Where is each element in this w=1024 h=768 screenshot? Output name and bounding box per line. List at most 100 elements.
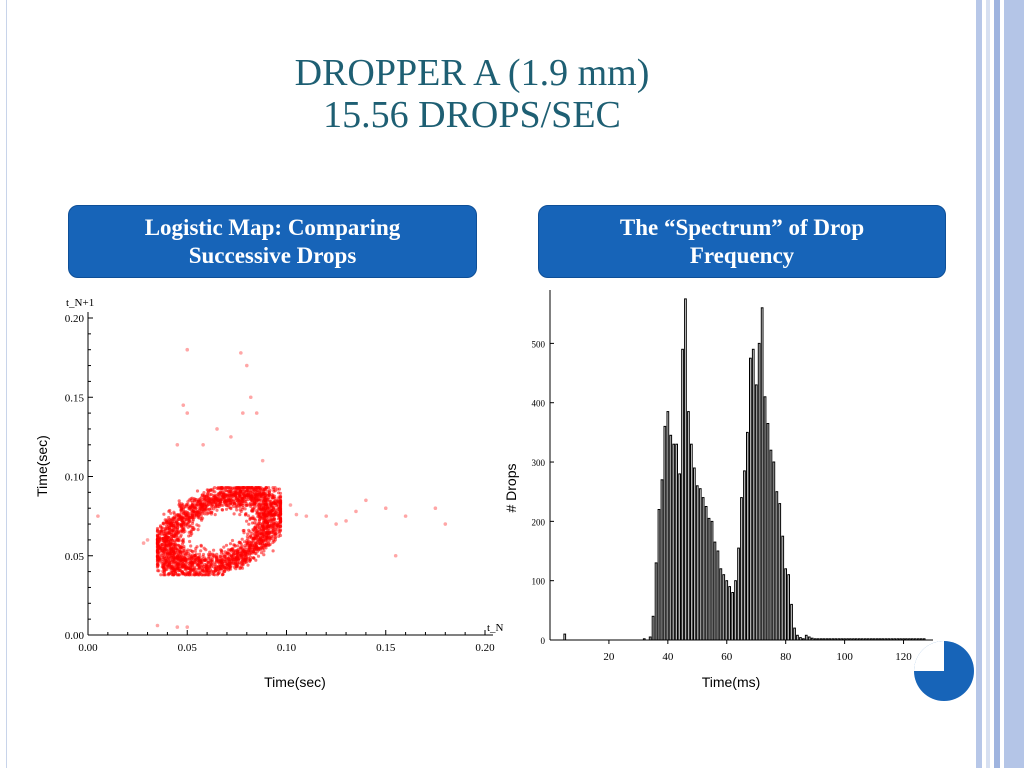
scatter-point bbox=[164, 536, 168, 540]
scatter-point bbox=[203, 507, 207, 511]
scatter-point bbox=[176, 529, 180, 533]
scatter-point bbox=[241, 529, 245, 533]
scatter-point bbox=[195, 503, 199, 507]
scatter-point bbox=[215, 508, 219, 512]
scatter-point bbox=[271, 549, 275, 553]
histogram-bar bbox=[902, 638, 905, 641]
scatter-point bbox=[273, 538, 277, 542]
scatter-point bbox=[271, 525, 275, 529]
scatter-point bbox=[233, 543, 237, 547]
right-panel-header: The “Spectrum” of Drop Frequency bbox=[538, 205, 946, 278]
scatter-point bbox=[247, 549, 251, 553]
scatter-outlier-point bbox=[175, 625, 180, 629]
scatter-point bbox=[233, 562, 237, 567]
scatter-point bbox=[219, 498, 223, 502]
scatter-point bbox=[255, 534, 259, 538]
histogram-bar bbox=[657, 509, 661, 641]
scatter-point bbox=[198, 555, 202, 559]
histogram-bar bbox=[911, 638, 914, 641]
scatter-point bbox=[222, 566, 226, 570]
scatter-point bbox=[198, 500, 202, 504]
scatter-outlier-point bbox=[248, 395, 253, 400]
scatter-point bbox=[220, 490, 224, 494]
scatter-point bbox=[197, 573, 201, 577]
scatter-point bbox=[259, 499, 263, 503]
histogram-x-tick-label: 80 bbox=[780, 651, 792, 663]
scatter-chart: 0.00 0.05 0.10 0.15 0.20 0.00 0.05 0.10 0.15 0.20… bbox=[65, 297, 504, 654]
scatter-point bbox=[235, 508, 239, 512]
scatter-outlier-point bbox=[229, 435, 233, 439]
histogram-bar bbox=[716, 550, 720, 641]
histogram-bar bbox=[831, 638, 835, 641]
scatter-point bbox=[186, 565, 190, 569]
scatter-point bbox=[217, 562, 221, 566]
scatter-point bbox=[181, 526, 185, 530]
histogram-ylabel: # Drops bbox=[503, 463, 519, 513]
scatter-point bbox=[249, 540, 253, 545]
scatter-point bbox=[257, 512, 261, 516]
scatter-point bbox=[169, 560, 174, 565]
scatter-point bbox=[185, 550, 189, 554]
scatter-point bbox=[162, 563, 166, 567]
histogram-y-tick-label: 300 bbox=[532, 458, 546, 468]
scatter-point bbox=[262, 516, 266, 520]
scatter-point bbox=[226, 503, 230, 508]
scatter-point bbox=[278, 509, 283, 513]
histogram-bar bbox=[754, 384, 758, 641]
scatter-x-tick-label: 0.00 bbox=[78, 642, 98, 654]
scatter-point bbox=[185, 517, 189, 521]
scatter-point bbox=[267, 509, 271, 513]
scatter-point bbox=[254, 486, 258, 490]
histogram-bar bbox=[746, 431, 749, 641]
scatter-point bbox=[221, 572, 225, 577]
scatter-y-tick-label: 0.20 bbox=[65, 313, 85, 325]
scatter-point bbox=[250, 521, 254, 525]
scatter-point bbox=[161, 536, 165, 540]
scatter-point bbox=[178, 546, 182, 550]
scatter-point bbox=[241, 492, 245, 496]
scatter-point bbox=[271, 493, 275, 497]
histogram-bar bbox=[722, 574, 726, 641]
histogram-bar bbox=[669, 434, 673, 641]
scatter-point bbox=[203, 569, 208, 573]
scatter-point bbox=[174, 527, 178, 531]
scatter-point bbox=[273, 517, 277, 521]
scatter-point bbox=[176, 566, 180, 570]
histogram-bar bbox=[698, 488, 702, 641]
scatter-point bbox=[193, 497, 197, 501]
scatter-point bbox=[186, 573, 190, 577]
scatter-point bbox=[233, 487, 237, 491]
scatter-point bbox=[202, 546, 206, 550]
scatter-point bbox=[268, 531, 272, 535]
scatter-point bbox=[277, 514, 281, 518]
histogram-bar bbox=[816, 638, 820, 641]
scatter-point bbox=[272, 501, 276, 505]
scatter-point bbox=[187, 557, 191, 561]
histogram-bar bbox=[678, 473, 682, 641]
scatter-point bbox=[171, 533, 176, 537]
scatter-point bbox=[175, 518, 179, 522]
histogram-bar bbox=[772, 461, 776, 641]
scatter-point bbox=[212, 498, 216, 502]
scatter-point bbox=[220, 555, 224, 559]
scatter-point bbox=[166, 525, 170, 529]
scatter-point bbox=[164, 539, 168, 543]
histogram-bar bbox=[663, 425, 667, 641]
scatter-point bbox=[266, 519, 271, 523]
scatter-point bbox=[261, 512, 265, 516]
scatter-point bbox=[265, 506, 269, 510]
scatter-point bbox=[175, 547, 180, 551]
histogram-bar bbox=[840, 638, 843, 641]
scatter-point bbox=[248, 503, 252, 507]
scatter-point bbox=[219, 567, 223, 571]
scatter-point bbox=[168, 564, 172, 568]
scatter-point bbox=[197, 566, 201, 570]
histogram-bar bbox=[890, 638, 894, 641]
scatter-outlier-point bbox=[443, 522, 448, 526]
histogram-bar bbox=[728, 586, 732, 641]
histogram-bar bbox=[884, 638, 888, 641]
scatter-point bbox=[256, 554, 261, 558]
scatter-point bbox=[236, 544, 240, 548]
scatter-point bbox=[171, 528, 175, 532]
scatter-point bbox=[277, 506, 281, 510]
